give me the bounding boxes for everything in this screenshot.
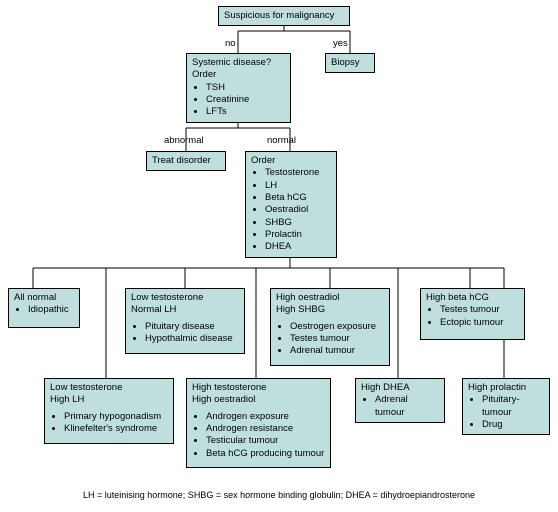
node-treat-title: Treat disorder — [152, 155, 220, 167]
node-highbhcg: High beta hCGTestes tumourEctopic tumour — [420, 288, 525, 340]
label-abnormal: abnormal — [164, 135, 204, 146]
node-highoshbg: High oestradiolHigh SHBGOestrogen exposu… — [270, 288, 390, 366]
node-order2: OrderTestosteroneLHBeta hCGOestradiolSHB… — [245, 151, 337, 258]
node-systemic: Systemic disease?OrderTSHCreatinineLFTs — [186, 53, 291, 123]
node-highdhea: High DHEAAdrenal tumour — [355, 378, 445, 423]
label-no: no — [225, 38, 236, 49]
node-highprl: High prolactinPituitary- tumourDrug — [462, 378, 550, 435]
footnote: LH = luteinising hormone; SHBG = sex hor… — [0, 490, 558, 500]
node-allnorm: All normalIdiopathic — [8, 288, 80, 328]
label-yes: yes — [333, 38, 348, 49]
node-highto: High testosteroneHigh oestradiolAndrogen… — [186, 378, 331, 468]
node-biopsy: Biopsy — [325, 53, 375, 73]
node-root: Suspicious for malignancy — [218, 6, 350, 26]
node-biopsy-title: Biopsy — [331, 57, 369, 69]
node-root-title: Suspicious for malignancy — [224, 10, 344, 22]
node-lowthlh: Low testosteroneHigh LHPrimary hypogonad… — [44, 378, 174, 444]
node-treat: Treat disorder — [146, 151, 226, 171]
label-normal: normal — [267, 135, 296, 146]
node-lowtnlh: Low testosteroneNormal LHPituitary disea… — [125, 288, 245, 354]
